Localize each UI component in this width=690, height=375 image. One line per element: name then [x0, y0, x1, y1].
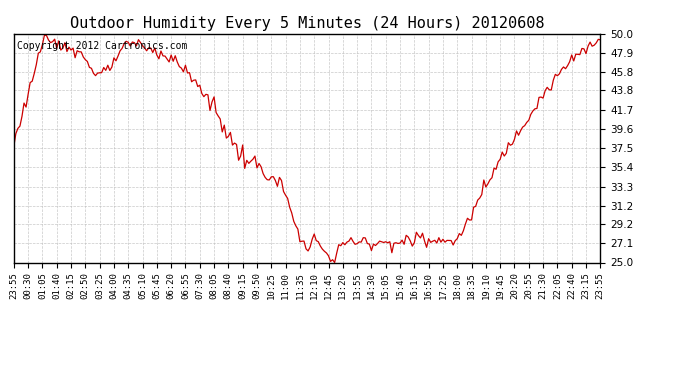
Title: Outdoor Humidity Every 5 Minutes (24 Hours) 20120608: Outdoor Humidity Every 5 Minutes (24 Hou…: [70, 16, 544, 31]
Text: Copyright 2012 Cartronics.com: Copyright 2012 Cartronics.com: [17, 40, 187, 51]
